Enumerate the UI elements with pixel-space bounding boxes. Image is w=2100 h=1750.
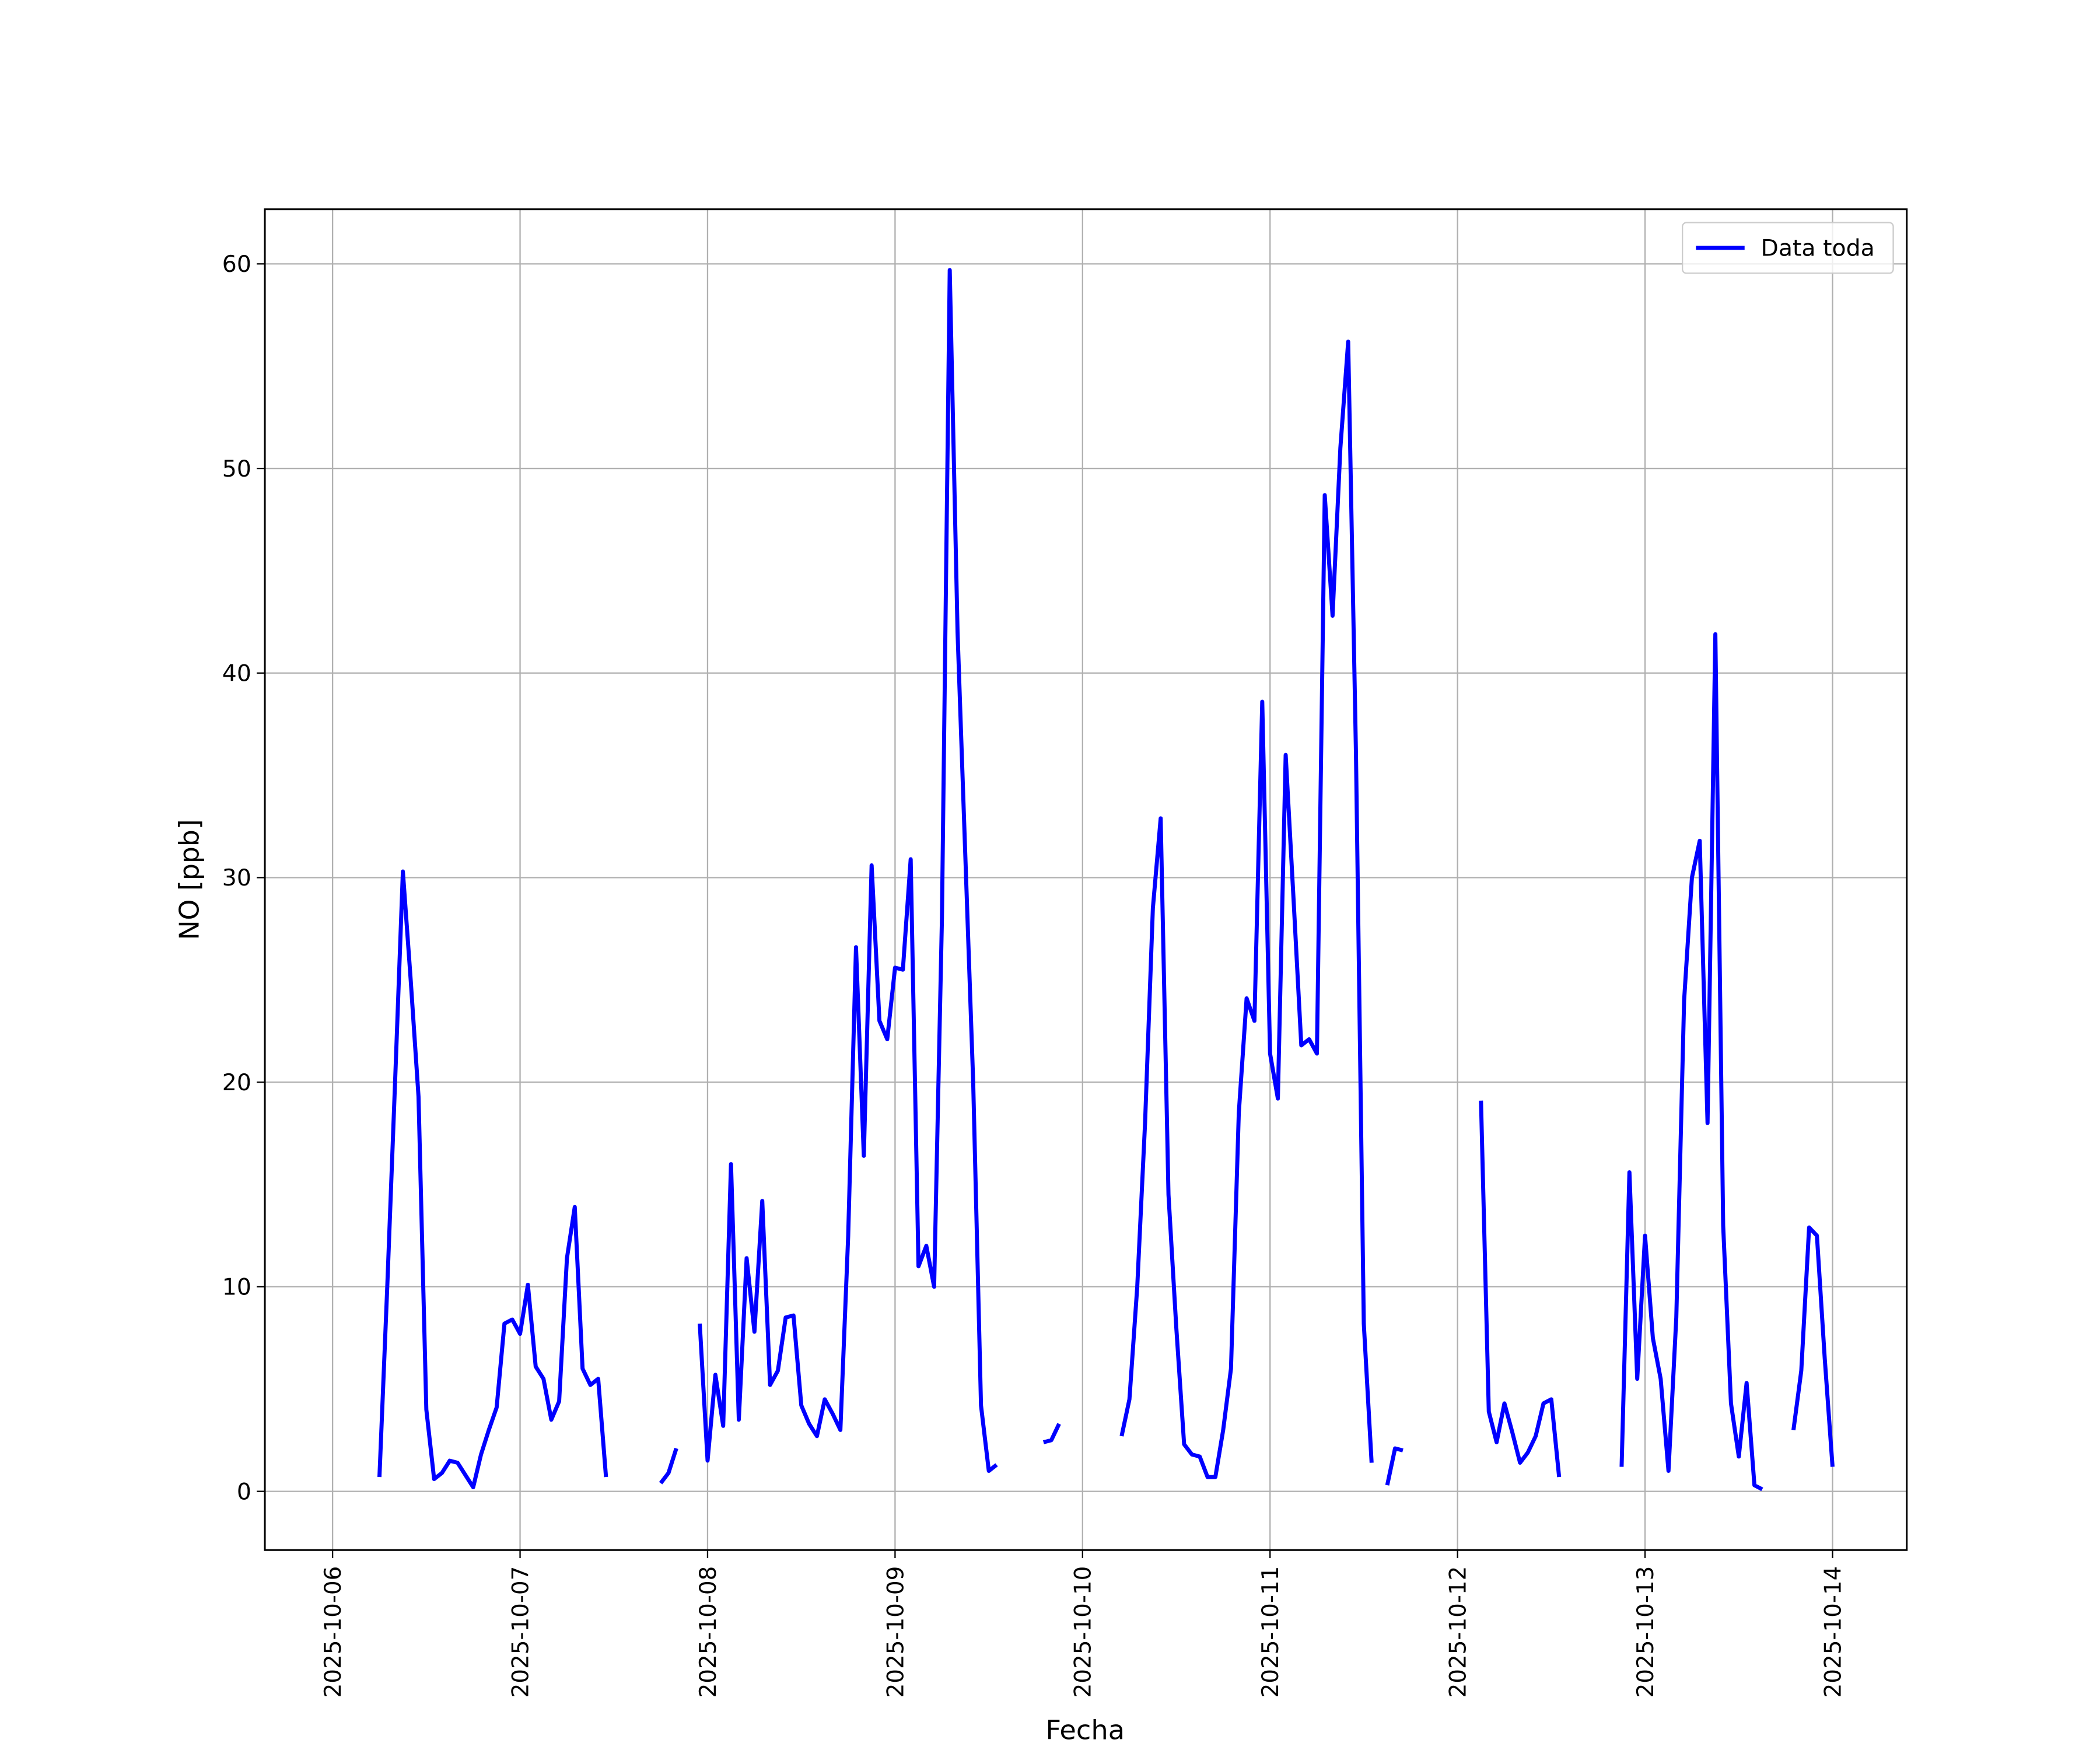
y-tick-label: 0: [237, 1479, 251, 1506]
legend-box: [1682, 222, 1894, 274]
x-tick-label: 2025-10-07: [508, 1566, 534, 1698]
y-axis-label: NO [ppb]: [173, 819, 205, 940]
plot-area: [377, 268, 1835, 1492]
x-tick-label: 2025-10-10: [1070, 1566, 1096, 1698]
legend-label: Data toda: [1761, 236, 1875, 262]
legend: Data toda: [1682, 222, 1894, 274]
y-tick-label: 10: [222, 1275, 251, 1301]
y-tick-label: 20: [222, 1070, 251, 1096]
x-tick-label: 2025-10-09: [883, 1566, 909, 1698]
x-axis-label: Fecha: [1045, 1714, 1125, 1746]
x-tick-label: 2025-10-12: [1445, 1566, 1471, 1698]
x-tick-label: 2025-10-08: [695, 1566, 722, 1698]
axes-frame: [264, 208, 1908, 1551]
x-tick-label: 2025-10-13: [1633, 1566, 1659, 1698]
x-tick-label: 2025-10-06: [320, 1566, 346, 1698]
x-tick-label: 2025-10-14: [1820, 1566, 1846, 1698]
grid: [265, 209, 1907, 1550]
ticks: 0 10 20 30 40 50 60 2025-10-06 2025-10-07 2025-10…: [222, 251, 1847, 1698]
y-tick-label: 40: [222, 661, 251, 687]
y-tick-label: 60: [222, 251, 251, 278]
y-tick-label: 30: [222, 865, 251, 891]
data-line: [377, 268, 1835, 1492]
x-tick-label: 2025-10-11: [1258, 1566, 1284, 1698]
y-tick-label: 50: [222, 456, 251, 482]
